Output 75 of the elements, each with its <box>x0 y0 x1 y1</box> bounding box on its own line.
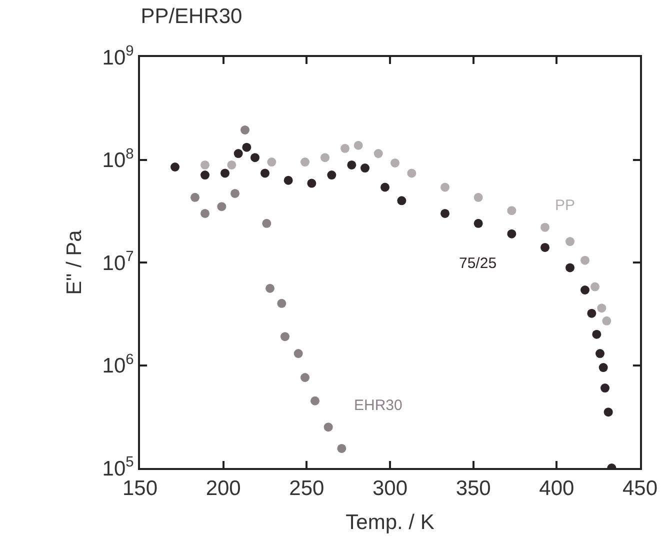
x-tick-label: 450 <box>622 477 658 500</box>
point <box>234 149 243 158</box>
point <box>440 208 450 218</box>
point <box>307 178 316 188</box>
point <box>566 237 574 246</box>
point <box>598 363 608 372</box>
point <box>267 158 276 167</box>
point <box>170 162 180 172</box>
point <box>262 218 272 228</box>
x-axis-title: Temp. / K <box>346 510 434 534</box>
point <box>407 168 416 178</box>
point <box>190 192 200 202</box>
point <box>540 222 550 232</box>
y-axis-title: E" / Pa <box>62 230 86 295</box>
x-tick-label: 400 <box>539 477 574 500</box>
point <box>284 176 293 185</box>
point <box>590 282 600 292</box>
point <box>277 298 286 308</box>
point <box>390 158 400 168</box>
x-tick-label: 200 <box>206 477 241 500</box>
point <box>300 373 310 382</box>
point <box>200 170 210 180</box>
point <box>507 206 516 216</box>
point <box>280 332 290 342</box>
point <box>327 170 336 180</box>
point <box>324 422 333 432</box>
point <box>242 142 252 152</box>
point <box>440 182 450 192</box>
point <box>580 286 590 294</box>
series-label: PP <box>555 197 576 214</box>
point <box>374 149 383 158</box>
x-tick-label: 250 <box>289 477 324 500</box>
point <box>227 160 236 170</box>
point <box>592 330 602 339</box>
point <box>600 384 610 393</box>
point <box>266 284 274 293</box>
point <box>320 153 330 162</box>
point <box>540 242 550 252</box>
point <box>580 256 590 265</box>
point <box>604 408 613 417</box>
point <box>294 349 303 358</box>
y-tick-label: 10$^{6}$ <box>102 352 134 378</box>
point <box>397 196 406 206</box>
point <box>217 202 226 212</box>
point <box>200 160 210 170</box>
y-tick-label: 10$^{7}$ <box>102 249 134 275</box>
point <box>474 218 483 228</box>
chart-title: PP/EHR30 <box>140 5 242 28</box>
point <box>380 182 390 192</box>
point <box>260 168 270 178</box>
point <box>354 140 363 150</box>
point <box>310 396 320 406</box>
point <box>340 144 350 153</box>
point <box>337 444 346 453</box>
series-label: 75/25 <box>459 255 497 272</box>
point <box>220 168 230 178</box>
point <box>596 349 604 358</box>
point <box>300 158 310 167</box>
y-tick-label: 10$^{9}$ <box>102 44 134 70</box>
point <box>474 192 483 202</box>
point <box>597 304 606 313</box>
y-tick-label: 10$^{8}$ <box>102 146 134 172</box>
point <box>602 316 612 326</box>
point <box>200 208 210 218</box>
point <box>250 153 260 162</box>
point <box>360 164 370 173</box>
point <box>230 188 240 198</box>
point <box>240 125 250 134</box>
x-tick-label: 300 <box>372 477 408 500</box>
series-label: EHR30 <box>354 397 402 414</box>
point <box>566 263 574 272</box>
point <box>347 160 356 170</box>
x-tick-label: 350 <box>456 477 491 500</box>
point <box>587 308 596 318</box>
point <box>507 229 516 238</box>
